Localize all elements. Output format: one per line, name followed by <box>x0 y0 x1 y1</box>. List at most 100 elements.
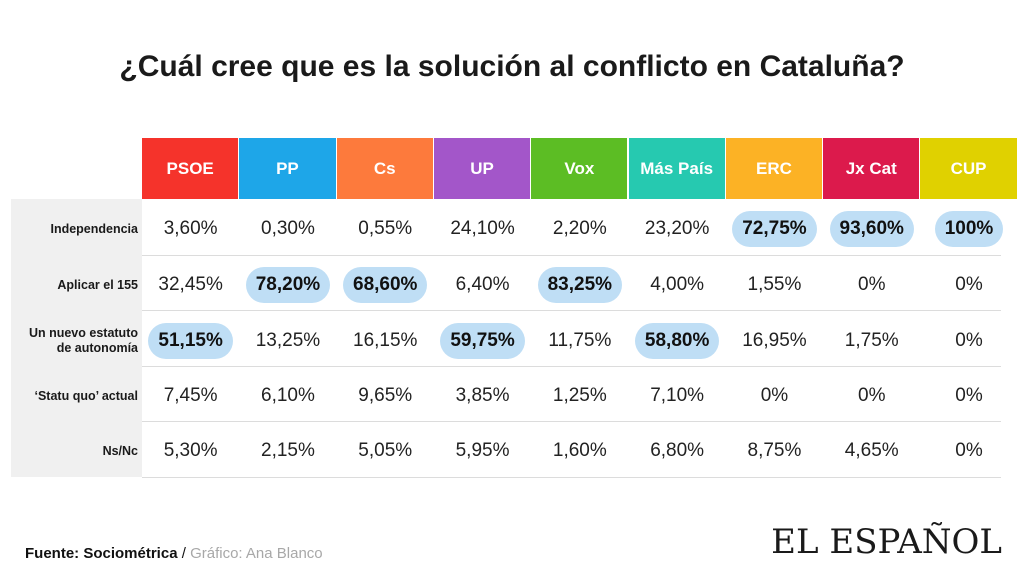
table-cell: 11,75% <box>531 313 628 369</box>
table-cell: 59,75% <box>434 313 531 369</box>
cell-value: 1,60% <box>552 440 607 461</box>
highlighted-value: 93,60% <box>829 211 914 247</box>
source-separator: / <box>177 545 191 562</box>
table-cell: 0,55% <box>337 201 434 257</box>
cell-value: 0% <box>955 385 983 406</box>
table-cell: 4,65% <box>823 423 920 479</box>
table-cell: 0% <box>920 423 1017 479</box>
column-header: UP <box>433 138 531 199</box>
cell-value: 4,00% <box>650 274 705 295</box>
table-cell: 0% <box>823 257 920 313</box>
highlighted-value: 72,75% <box>732 211 817 247</box>
table-cell: 78,20% <box>239 257 336 313</box>
table-bottom-border <box>142 477 1001 478</box>
table-cell: 4,00% <box>629 257 726 313</box>
row-divider <box>142 254 1001 256</box>
column-header: Vox <box>531 138 628 199</box>
cell-value: 1,75% <box>844 330 899 351</box>
cell-value: 5,30% <box>163 440 218 461</box>
highlighted-value: 58,80% <box>634 323 720 359</box>
cell-value: 0,30% <box>261 218 315 239</box>
column-header: Jx Cat <box>823 138 920 199</box>
table-cell: 16,95% <box>726 313 823 369</box>
cell-value: 6,10% <box>261 385 315 406</box>
el-espanol-logo: EL ESPAÑOL <box>771 522 1002 562</box>
graphic-credit: Gráfico: Ana Blanco <box>190 545 323 562</box>
table-cell: 6,80% <box>629 423 726 479</box>
table-cell: 0% <box>726 368 823 424</box>
column-header: ERC <box>725 138 823 199</box>
table-cell: 8,75% <box>726 423 823 479</box>
table-cell: 100% <box>920 201 1017 257</box>
cell-value: 0% <box>858 274 886 295</box>
row-label: Un nuevo estatuto de autonomía <box>28 326 138 355</box>
table-cell: 7,45% <box>142 368 239 424</box>
cell-value: 24,10% <box>450 218 515 239</box>
table-cell: 68,60% <box>337 257 434 313</box>
table-cell: 0,30% <box>239 201 336 257</box>
cell-value: 23,20% <box>644 218 710 239</box>
table-cell: 6,10% <box>239 368 336 424</box>
row-divider <box>142 421 1001 423</box>
cell-value: 0% <box>955 330 983 351</box>
cell-value: 0,55% <box>358 218 413 239</box>
cell-value: 1,25% <box>552 385 607 406</box>
cell-value: 6,40% <box>455 274 510 295</box>
cell-value: 13,25% <box>255 330 321 351</box>
cell-value: 6,80% <box>650 440 705 461</box>
cell-value: 3,60% <box>163 218 218 239</box>
cell-value: 4,65% <box>844 440 899 461</box>
table-cell: 2,15% <box>239 423 336 479</box>
cell-value: 0% <box>760 385 789 406</box>
row-label: Independencia <box>50 221 138 236</box>
table-cell: 0% <box>920 313 1017 369</box>
column-header: PP <box>239 138 336 199</box>
source-label: Fuente: Sociométrica <box>25 545 178 562</box>
cell-value: 7,10% <box>650 385 705 406</box>
table-cell: 1,75% <box>823 313 920 369</box>
cell-value: 11,75% <box>548 330 612 351</box>
row-divider <box>142 310 1001 312</box>
cell-value: 8,75% <box>747 440 802 461</box>
cell-value: 0% <box>858 385 886 406</box>
table-cell: 3,60% <box>142 201 239 257</box>
table-cell: 23,20% <box>629 201 726 257</box>
row-label: Ns/Nc <box>102 443 138 458</box>
column-header: Más País <box>628 138 725 199</box>
row-label: Aplicar el 155 <box>57 277 138 292</box>
table-cell: 13,25% <box>239 313 336 369</box>
table-cell: 3,85% <box>434 368 531 424</box>
chart-title: ¿Cuál cree que es la solución al conflic… <box>119 50 905 83</box>
table-cell: 93,60% <box>823 201 920 257</box>
cell-value: 0% <box>955 440 983 461</box>
table-cell: 0% <box>920 368 1017 424</box>
column-header: CUP <box>920 138 1017 199</box>
table-cell: 72,75% <box>726 201 823 257</box>
table-cell: 7,10% <box>629 368 726 424</box>
table-cell: 0% <box>920 257 1017 313</box>
table-cell: 9,65% <box>337 368 434 424</box>
table-cell: 51,15% <box>142 313 239 369</box>
row-label: ‘Statu quo’ actual <box>34 388 139 403</box>
table-cell: 32,45% <box>142 257 239 313</box>
table-cell: 83,25% <box>531 257 628 313</box>
cell-value: 9,65% <box>358 385 413 406</box>
cell-value: 16,15% <box>353 330 418 351</box>
cell-value: 3,85% <box>455 385 510 406</box>
cell-value: 7,45% <box>163 385 218 406</box>
table-cell: 0% <box>823 368 920 424</box>
table-cell: 5,05% <box>337 423 434 479</box>
highlighted-value: 78,20% <box>245 267 331 303</box>
highlighted-value: 68,60% <box>343 267 428 303</box>
table-cell: 1,55% <box>726 257 823 313</box>
cell-value: 5,95% <box>455 440 510 461</box>
table-cell: 1,60% <box>531 423 628 479</box>
cell-value: 32,45% <box>158 274 223 295</box>
table-cell: 24,10% <box>434 201 531 257</box>
source-credit: Fuente: Sociométrica / Gráfico: Ana Blan… <box>25 545 323 562</box>
table-cell: 6,40% <box>434 257 531 313</box>
highlighted-value: 59,75% <box>440 323 525 359</box>
cell-value: 2,20% <box>552 218 607 239</box>
cell-value: 5,05% <box>358 440 413 461</box>
